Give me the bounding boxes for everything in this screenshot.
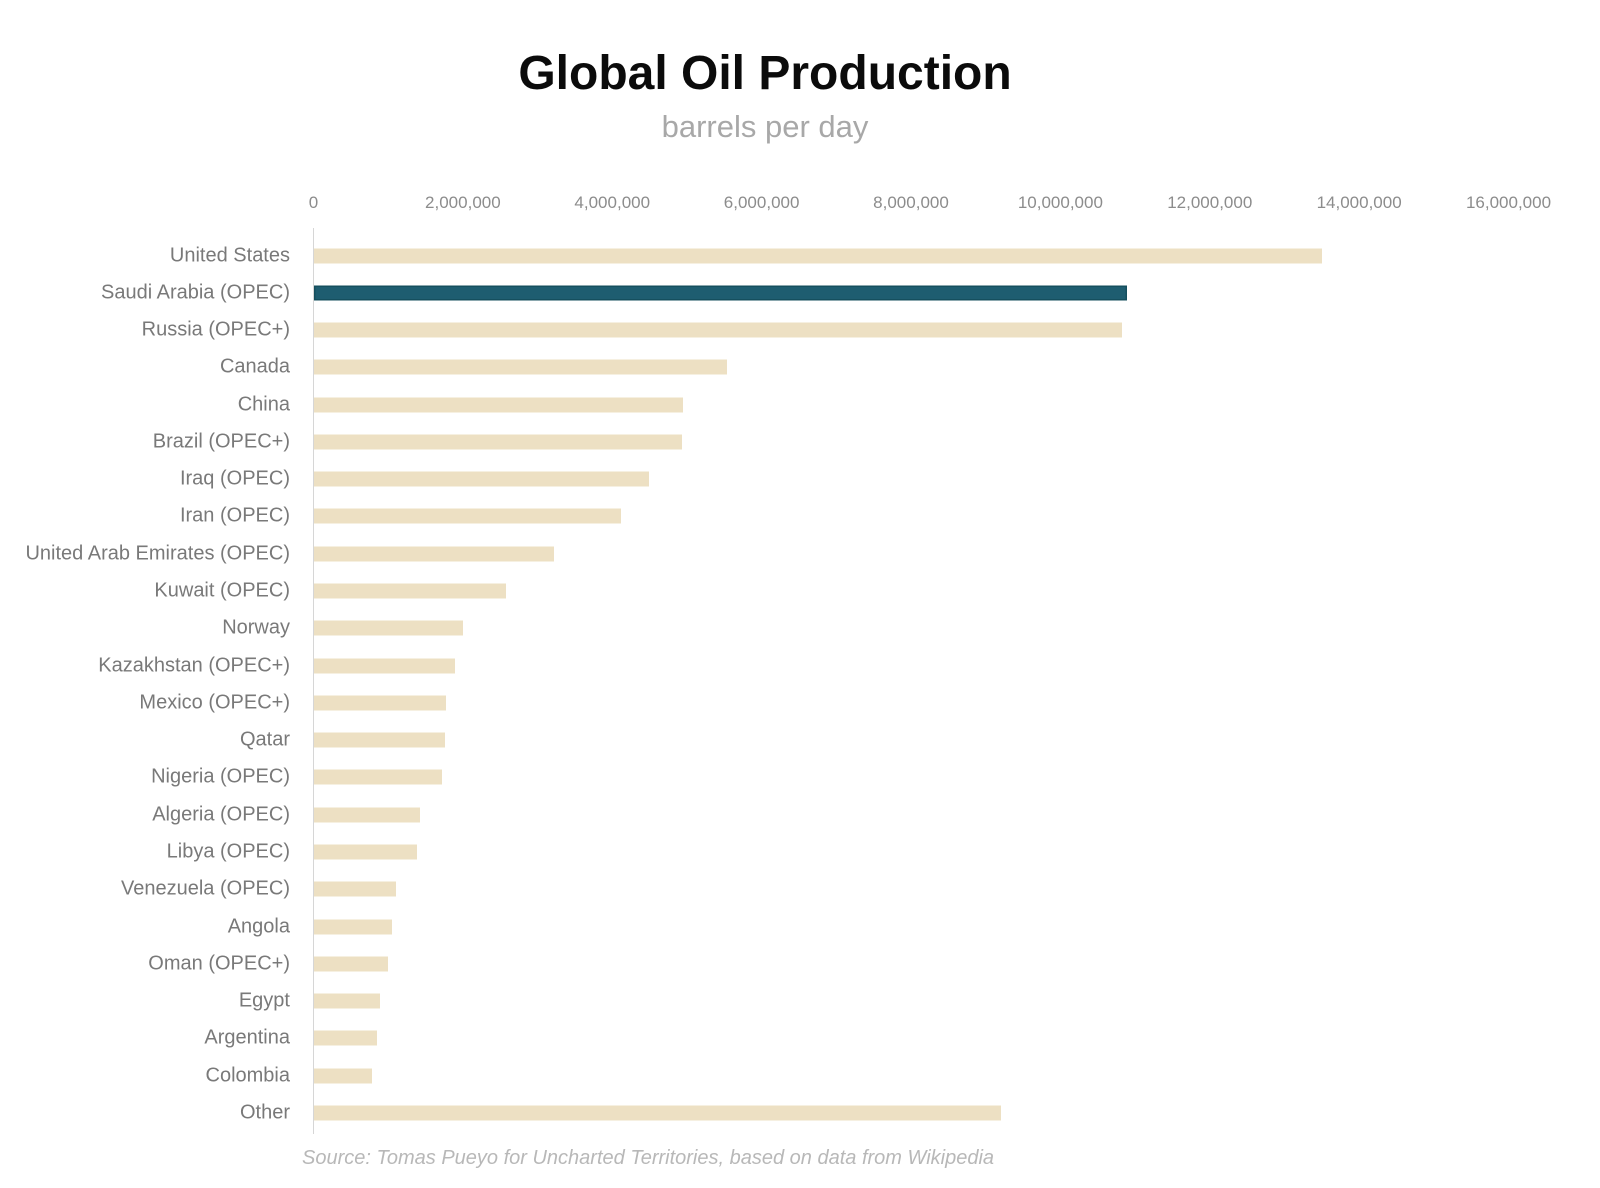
category-label: Canada xyxy=(219,355,290,378)
category-label: United States xyxy=(169,244,290,266)
category-label: Qatar xyxy=(239,728,290,751)
bar xyxy=(314,993,380,1009)
bar xyxy=(314,956,388,972)
x-tick-label: 16,000,000 xyxy=(1465,193,1552,212)
category-label: United Arab Emirates (OPEC) xyxy=(25,542,290,565)
bar xyxy=(314,1030,377,1046)
bar xyxy=(314,732,445,748)
category-label: Argentina xyxy=(204,1026,290,1049)
category-label: Venezuela (OPEC) xyxy=(121,877,290,900)
x-tick-label: 8,000,000 xyxy=(873,193,949,212)
bar xyxy=(314,546,555,562)
bar xyxy=(314,248,1322,263)
category-label: Brazil (OPEC+) xyxy=(152,430,290,453)
bar xyxy=(314,508,621,524)
bar xyxy=(314,471,650,487)
chart-header: Global Oil Production barrels per day xyxy=(0,47,1530,145)
category-label: Kazakhstan (OPEC+) xyxy=(98,654,290,677)
x-tick-label: 10,000,000 xyxy=(1017,193,1103,212)
bar xyxy=(314,583,506,599)
x-tick-label: 12,000,000 xyxy=(1167,193,1253,212)
bar xyxy=(314,807,421,823)
x-tick-label: 14,000,000 xyxy=(1316,193,1402,212)
bar xyxy=(314,844,418,860)
bar-highlighted xyxy=(314,285,1128,301)
bar xyxy=(314,397,683,413)
category-label: Angola xyxy=(227,915,290,938)
x-tick-label: 4,000,000 xyxy=(574,193,651,212)
category-label: Oman (OPEC+) xyxy=(148,952,290,975)
category-label: Iran (OPEC) xyxy=(179,504,290,527)
bar xyxy=(314,359,728,375)
category-label: Norway xyxy=(222,616,290,639)
bar xyxy=(314,658,456,674)
category-label: Iraq (OPEC) xyxy=(179,467,290,490)
x-tick-label: 6,000,000 xyxy=(723,193,800,212)
category-label: China xyxy=(237,393,290,416)
category-label: Colombia xyxy=(205,1064,290,1087)
chart-subtitle: barrels per day xyxy=(661,108,869,144)
y-axis-line xyxy=(313,228,314,1134)
bar xyxy=(314,919,392,935)
bar xyxy=(314,1105,1002,1121)
category-label: Nigeria (OPEC) xyxy=(151,765,290,788)
category-label: Egypt xyxy=(238,989,290,1012)
bar xyxy=(314,769,442,785)
bar xyxy=(314,695,447,711)
category-label: Mexico (OPEC+) xyxy=(139,691,290,714)
chart-title: Global Oil Production xyxy=(518,47,1012,100)
category-label: Algeria (OPEC) xyxy=(152,803,290,826)
category-label: Kuwait (OPEC) xyxy=(154,579,290,602)
x-tick-label: 2,000,000 xyxy=(425,193,501,212)
category-label: Russia (OPEC+) xyxy=(141,318,290,341)
bar xyxy=(314,322,1123,338)
source-note: Source: Tomas Pueyo for Uncharted Territ… xyxy=(302,1147,995,1169)
x-tick-label: 0 xyxy=(308,193,319,212)
category-label: Libya (OPEC) xyxy=(166,840,290,863)
category-label: Other xyxy=(239,1101,290,1124)
bar xyxy=(314,1068,372,1084)
bar xyxy=(314,434,683,450)
bar xyxy=(314,620,464,636)
bar xyxy=(314,881,397,897)
category-label: Saudi Arabia (OPEC) xyxy=(101,281,290,304)
